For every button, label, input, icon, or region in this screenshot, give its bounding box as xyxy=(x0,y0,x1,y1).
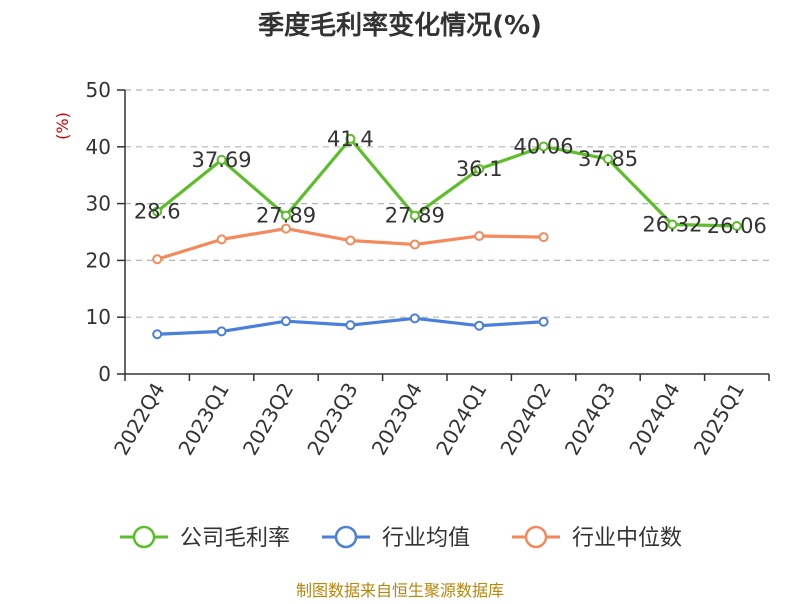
data-label: 40.06 xyxy=(514,134,574,158)
data-point xyxy=(345,235,356,246)
data-point xyxy=(474,320,485,331)
data-point xyxy=(538,141,549,152)
x-tick-label: 2023Q1 xyxy=(173,379,233,460)
legend-label: 公司毛利率 xyxy=(180,526,290,551)
x-tick-label: 2025Q1 xyxy=(689,379,749,460)
data-label: 27.89 xyxy=(256,204,316,228)
y-tick-label: 10 xyxy=(86,305,111,329)
legend-marker xyxy=(334,525,358,549)
data-label: 37.69 xyxy=(192,148,252,172)
y-tick-label: 20 xyxy=(86,248,111,272)
data-point xyxy=(409,210,420,221)
legend-label: 行业均值 xyxy=(382,526,470,551)
y-tick-label: 50 xyxy=(86,78,111,102)
data-point xyxy=(281,316,291,327)
chart-title: 季度毛利率变化情况(%) xyxy=(258,10,542,41)
data-point xyxy=(152,254,163,265)
legend: 公司毛利率 行业均值 行业中位数 xyxy=(120,525,682,551)
data-point xyxy=(345,133,356,144)
data-label: 41.4 xyxy=(327,127,374,151)
x-tick-label: 2024Q3 xyxy=(560,379,620,460)
legend-label: 行业中位数 xyxy=(572,526,682,551)
data-point xyxy=(667,219,678,230)
data-point xyxy=(216,234,227,245)
data-point xyxy=(152,329,163,340)
x-tick-label: 2024Q4 xyxy=(624,379,684,460)
legend-marker xyxy=(132,525,156,549)
data-label: 26.32 xyxy=(642,213,702,237)
y-tick-label: 40 xyxy=(86,135,111,159)
series-layer xyxy=(152,133,742,340)
axis-layer: 0 10 20 30 40 50 2022Q4 2023Q1 2023Q2 2023Q3 2023Q… xyxy=(86,78,770,460)
data-point xyxy=(281,223,291,234)
grid-layer xyxy=(125,89,769,318)
data-point xyxy=(731,220,742,231)
series-line xyxy=(156,137,737,228)
data-point xyxy=(216,154,227,165)
data-point xyxy=(345,320,356,331)
data-point xyxy=(281,210,291,221)
data-point xyxy=(538,316,549,327)
data-point xyxy=(216,326,227,337)
x-tick-label: 2022Q4 xyxy=(109,379,169,460)
x-tick-label: 2023Q2 xyxy=(238,379,298,460)
x-tick-label: 2024Q1 xyxy=(431,379,491,460)
data-label: 36.1 xyxy=(456,157,503,181)
source-note: 制图数据来自恒生聚源数据库 xyxy=(296,581,504,600)
x-tick-label: 2023Q3 xyxy=(302,379,362,460)
legend-marker xyxy=(524,525,548,549)
y-tick-label: 30 xyxy=(86,192,111,216)
x-tick-label: 2024Q2 xyxy=(495,379,555,460)
data-point xyxy=(474,163,485,174)
y-axis-label: (%) xyxy=(53,112,72,140)
data-label: 37.85 xyxy=(578,147,638,171)
data-label: 26.06 xyxy=(707,214,767,238)
data-label: 27.89 xyxy=(385,204,445,228)
x-tick-label: 2023Q4 xyxy=(367,379,427,460)
y-tick-label: 0 xyxy=(98,362,111,386)
data-point xyxy=(152,206,163,217)
data-label: 28.6 xyxy=(134,200,181,224)
data-point xyxy=(409,239,420,250)
data-point xyxy=(409,313,420,324)
data-point xyxy=(474,230,485,241)
data-point xyxy=(603,154,613,165)
data-point xyxy=(538,232,549,243)
